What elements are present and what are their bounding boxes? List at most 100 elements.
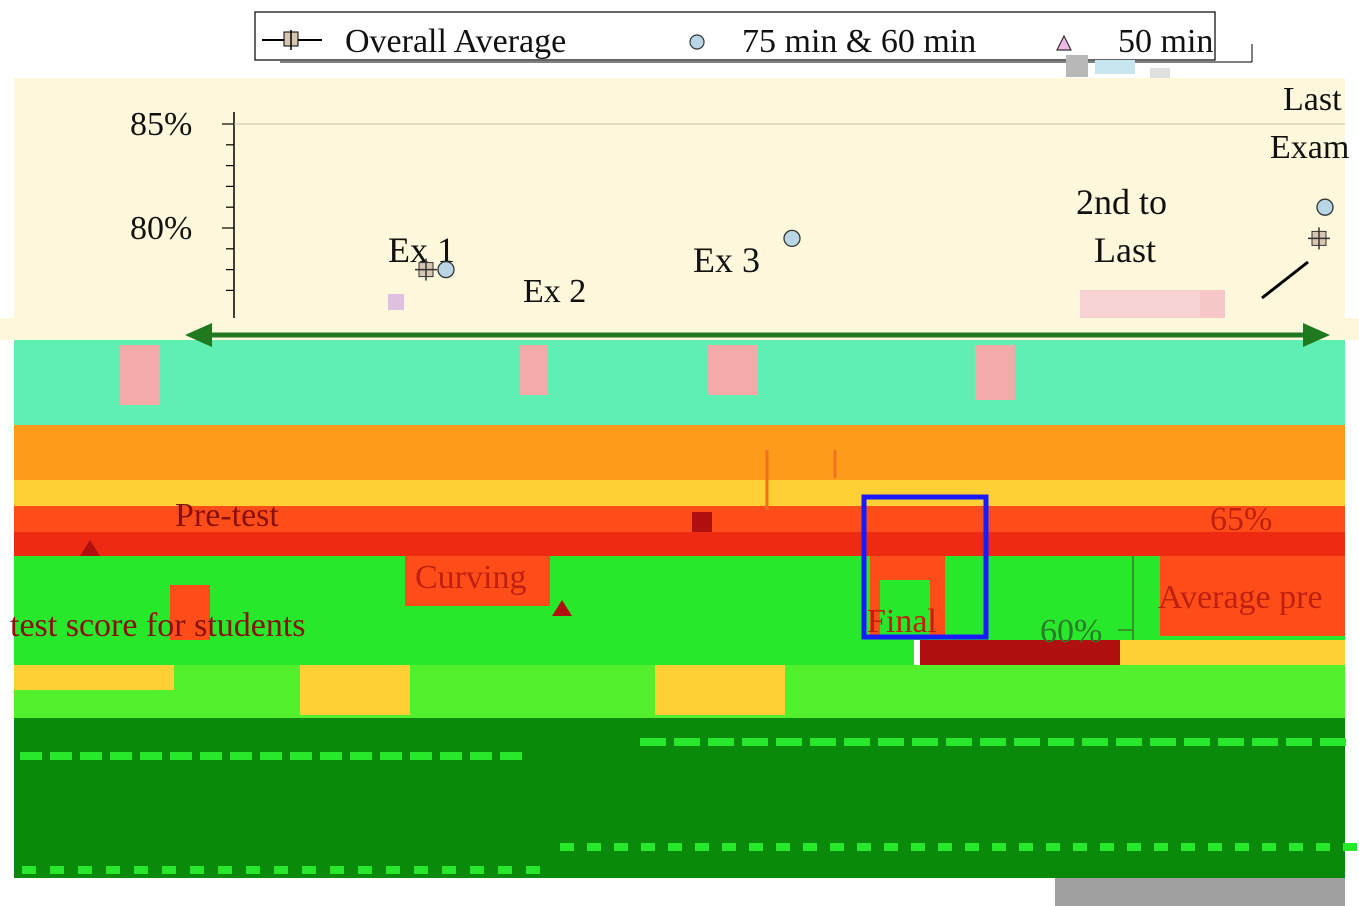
- overlay-dash: [641, 843, 655, 851]
- overlay-dash: [776, 843, 790, 851]
- overlay-dash: [1316, 843, 1330, 851]
- overlay-band-orange: [14, 425, 1345, 455]
- overlay-dash: [776, 738, 802, 746]
- overlay-dash: [912, 738, 938, 746]
- overlay-dash: [1014, 738, 1040, 746]
- annotation-pretest: Pre-test: [175, 497, 279, 534]
- overlay-dash: [246, 866, 260, 874]
- noise-block: [388, 294, 404, 310]
- overlay-dash: [78, 866, 92, 874]
- overlay-dash: [1082, 738, 1108, 746]
- overlay-dash: [1286, 738, 1312, 746]
- overlay-dash: [170, 752, 192, 760]
- overlay-dash: [587, 843, 601, 851]
- noise-block: [1080, 290, 1200, 320]
- overlay-dash: [200, 752, 222, 760]
- overlay-dash: [22, 866, 36, 874]
- overlay-dash: [695, 843, 709, 851]
- annotation-curving: Curving: [415, 559, 526, 596]
- overlay-dash: [330, 866, 344, 874]
- overlay-dash: [162, 866, 176, 874]
- annotation-final: Final: [867, 603, 937, 640]
- overlay-dash: [1127, 843, 1141, 851]
- overlay-dash: [1048, 738, 1074, 746]
- overlay-block: [405, 556, 550, 606]
- overlay-dash: [1252, 738, 1278, 746]
- overlay-dash: [140, 752, 162, 760]
- overlay-dash: [1262, 843, 1276, 851]
- overlay-dash: [965, 843, 979, 851]
- y-tick-label: 60%: [1040, 613, 1102, 650]
- overlay-dash: [946, 738, 972, 746]
- overlay-dash: [414, 866, 428, 874]
- overlay-dash: [1320, 738, 1346, 746]
- data-point-circle: [437, 260, 455, 279]
- overlay-dash: [442, 866, 456, 874]
- overlay-dash: [20, 752, 42, 760]
- overlay-dash: [526, 866, 540, 874]
- overlay-dash: [980, 738, 1006, 746]
- overlay-dash: [810, 738, 836, 746]
- overlay-dash: [844, 738, 870, 746]
- overlay-band-orange: [14, 452, 1345, 480]
- overlay-dash: [500, 752, 522, 760]
- overlay-band-yellow: [14, 480, 1345, 506]
- overlay-dash: [1184, 738, 1210, 746]
- legend-label: 50 min: [1118, 23, 1213, 60]
- overlay-dash: [1289, 843, 1303, 851]
- overlay-pink: [520, 345, 548, 395]
- overlay-dash: [1154, 843, 1168, 851]
- data-point-circle: [1316, 198, 1334, 216]
- noise-block: [1066, 55, 1088, 77]
- overlay-dash: [1116, 738, 1142, 746]
- overlay-block: [920, 640, 1120, 665]
- overlay-dash: [830, 843, 844, 851]
- overlay-dash: [134, 866, 148, 874]
- overlay-dash: [1181, 843, 1195, 851]
- annotation-2nd-to-last: 2nd to: [1076, 182, 1167, 222]
- y-tick-label: 65%: [1210, 501, 1272, 538]
- overlay-dash: [470, 752, 492, 760]
- overlay-dash: [1046, 843, 1060, 851]
- overlay-dash: [992, 843, 1006, 851]
- overlay-band-red: [14, 532, 1345, 556]
- overlay-dash: [1208, 843, 1222, 851]
- overlay-dash: [640, 738, 666, 746]
- data-point-triangle: [552, 600, 572, 616]
- overlay-dash: [380, 752, 402, 760]
- highlight-box: [861, 494, 989, 640]
- overlay-pink: [975, 345, 1015, 400]
- overlay-dash: [230, 752, 252, 760]
- overlay-dash: [911, 843, 925, 851]
- annotation-average-pre: Average pre: [1158, 579, 1323, 616]
- overlay-block: [1160, 556, 1345, 636]
- overlay-block: [170, 585, 210, 640]
- overlay-band-yellow: [1120, 640, 1345, 665]
- overlay-dash: [50, 866, 64, 874]
- overlay-dash: [1100, 843, 1114, 851]
- overlay-dash: [110, 752, 132, 760]
- overlay-block: [300, 665, 410, 715]
- overlay-block: [880, 580, 930, 636]
- range-arrow-right-head: [1303, 323, 1330, 347]
- overlay-dash: [290, 752, 312, 760]
- overlay-dash: [260, 752, 282, 760]
- y-tick-label: 85%: [130, 106, 192, 143]
- overlay-dash: [440, 752, 462, 760]
- overlay-dash: [80, 752, 102, 760]
- overlay-dash: [878, 738, 904, 746]
- legend-marker-triangle: [1056, 34, 1072, 51]
- overlay-dash: [674, 738, 700, 746]
- chart-plot-area: [14, 78, 1345, 328]
- overlay-band-aqua: [14, 340, 1345, 425]
- overlay-dash: [560, 843, 574, 851]
- data-point-triangle: [80, 540, 100, 556]
- overlay-dash: [274, 866, 288, 874]
- overlay-dash: [470, 866, 484, 874]
- overlay-dash: [106, 866, 120, 874]
- overlay-dash: [302, 866, 316, 874]
- overlay-dash: [722, 843, 736, 851]
- annotation-last-exam: Exam: [1270, 129, 1349, 166]
- y-tick-label: 80%: [130, 210, 192, 247]
